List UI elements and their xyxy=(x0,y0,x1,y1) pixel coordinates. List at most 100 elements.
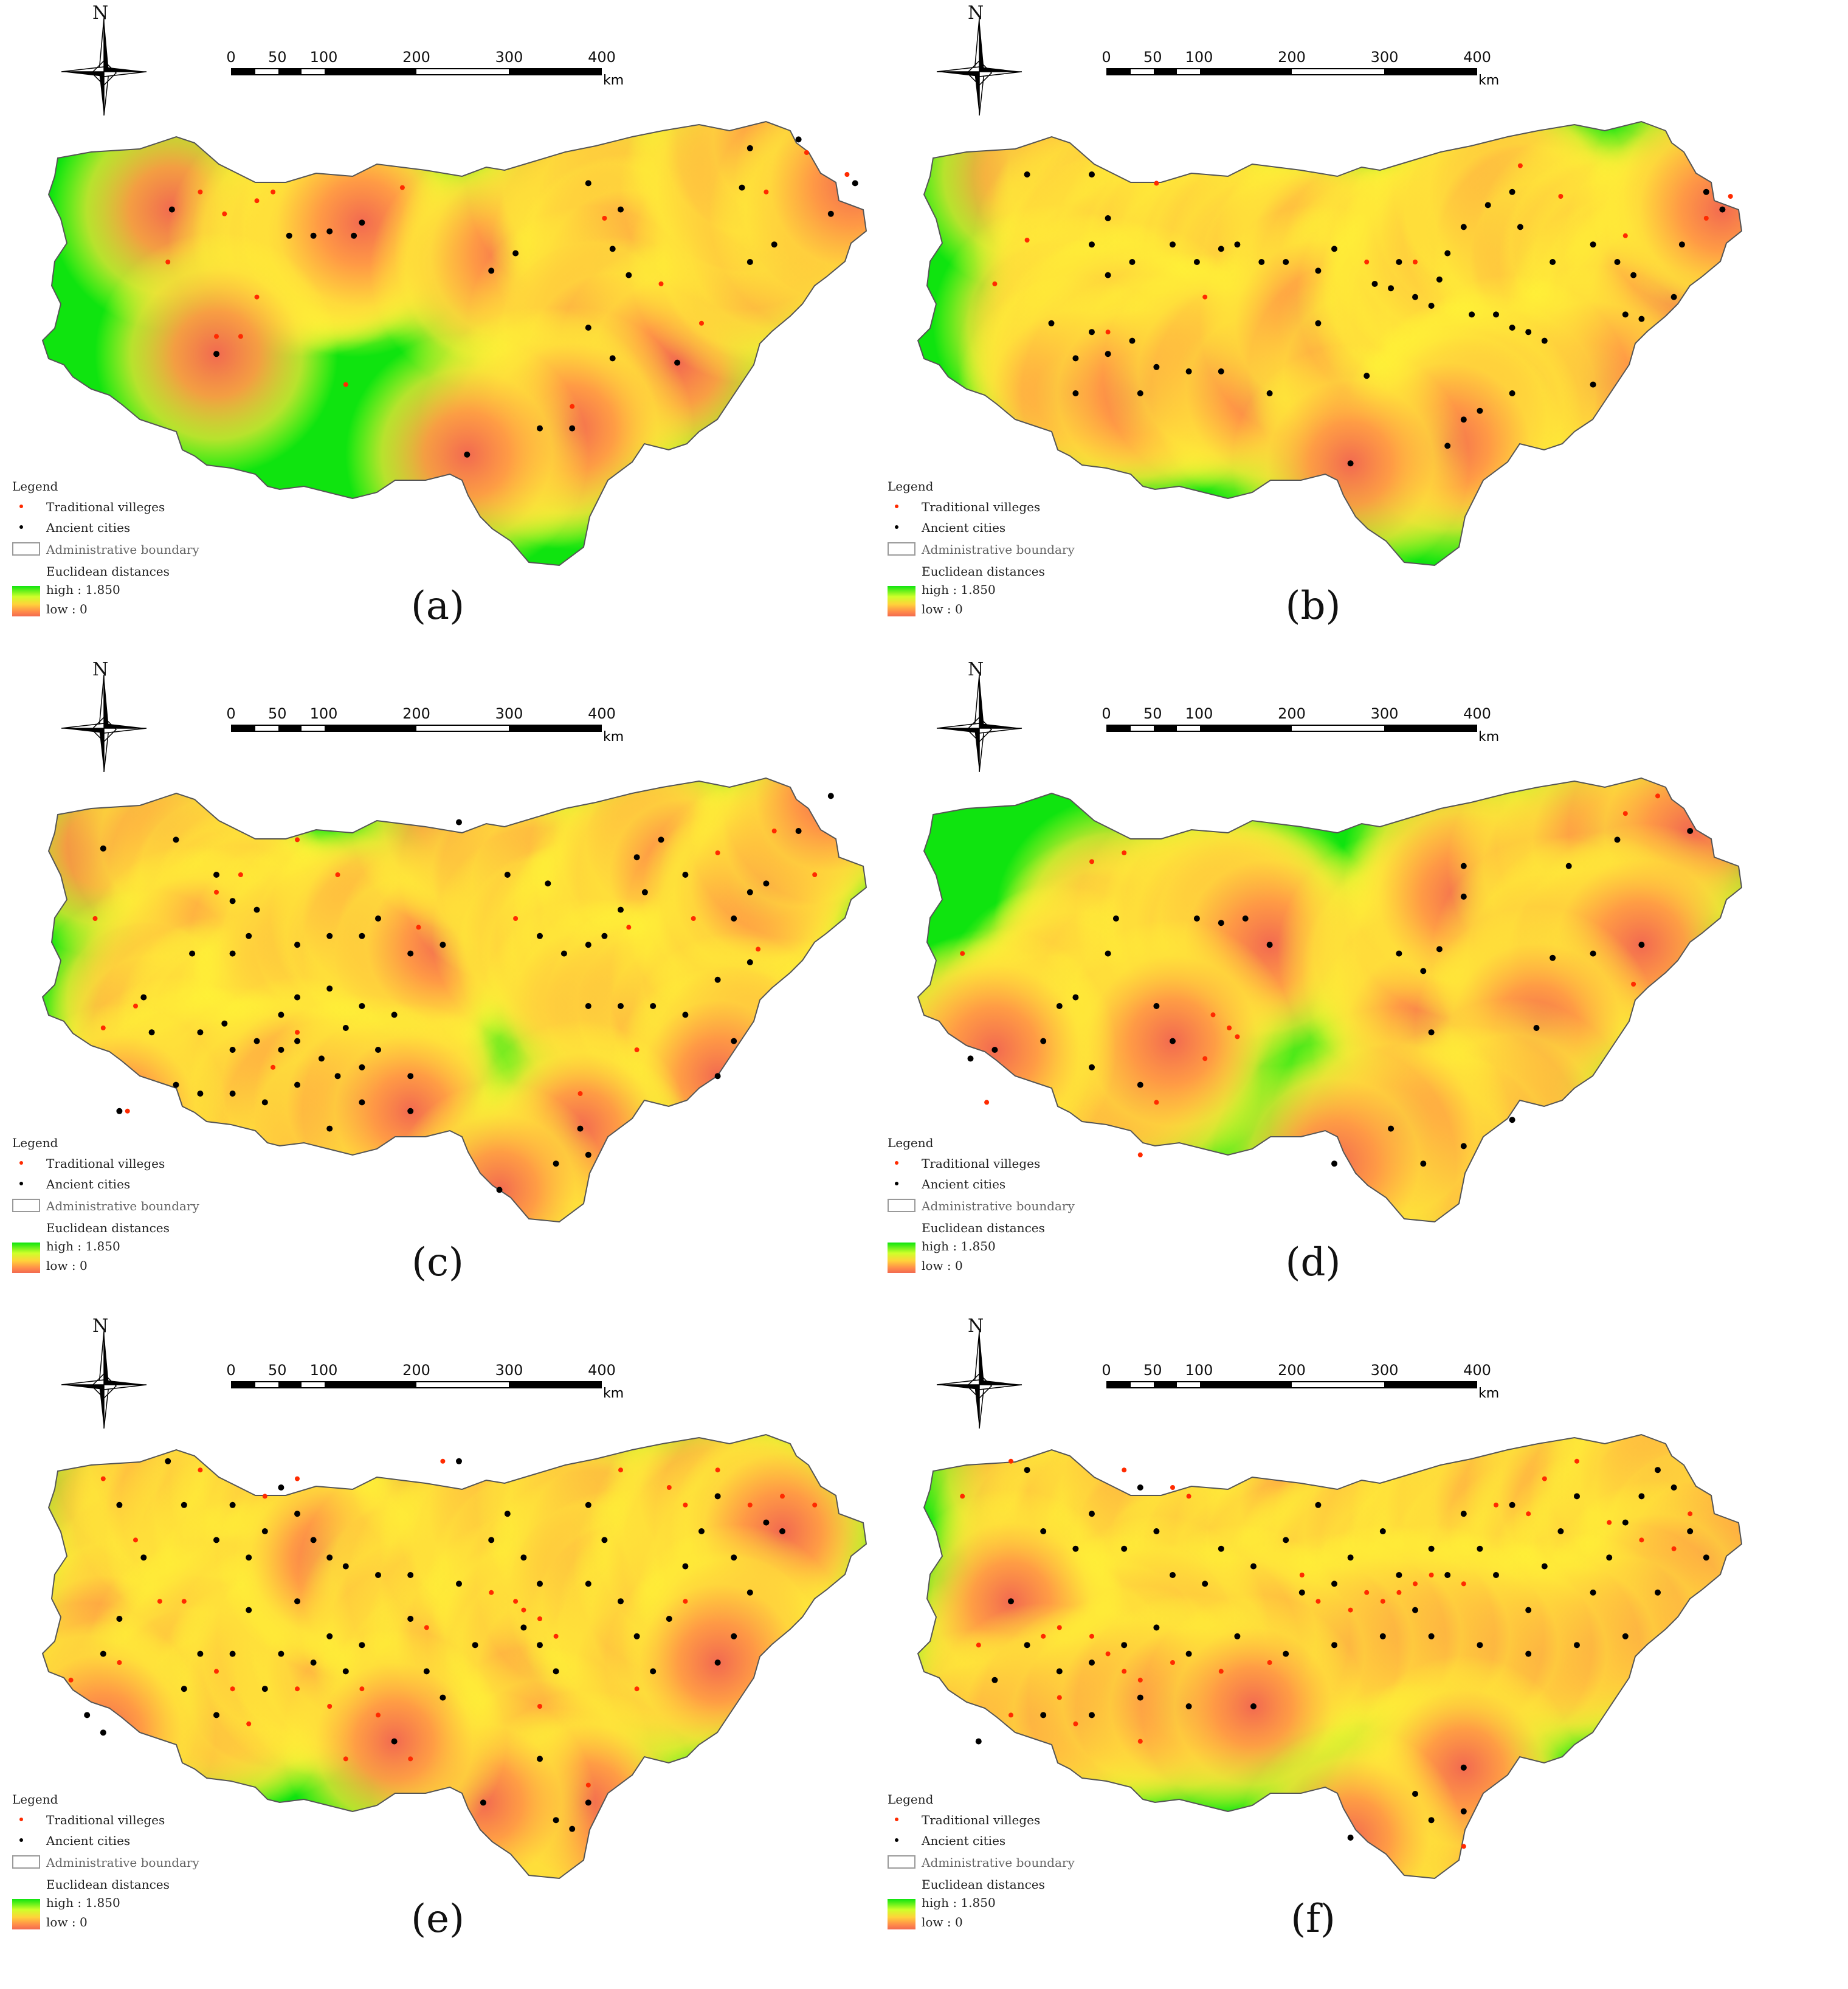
ancient-city-point xyxy=(795,828,802,834)
ancient-city-point xyxy=(771,241,777,248)
ancient-city-point xyxy=(1444,443,1451,449)
legend-row-boundary: Administrative boundary xyxy=(888,1854,1143,1872)
traditional-village-point xyxy=(976,1643,981,1648)
ancient-city-point xyxy=(1396,950,1402,957)
ancient-city-point xyxy=(351,232,357,239)
ancient-city-point xyxy=(1557,1528,1564,1534)
ancient-city-point xyxy=(1622,311,1629,318)
ancient-city-point xyxy=(294,1598,300,1605)
legend-low-label: low : 0 xyxy=(46,1258,88,1273)
village-dot-icon xyxy=(19,1161,23,1165)
ancient-city-point xyxy=(1509,1501,1515,1508)
traditional-village-point xyxy=(1348,1607,1353,1613)
ancient-city-point xyxy=(1121,1545,1128,1552)
traditional-village-point xyxy=(1218,1669,1224,1674)
ancient-city-point xyxy=(1614,259,1621,265)
traditional-village-point xyxy=(1202,294,1208,300)
ancient-city-point xyxy=(1388,285,1395,292)
legend-villages-label: Traditional villeges xyxy=(46,1156,165,1171)
ancient-city-point xyxy=(488,1537,495,1543)
north-label: N xyxy=(92,1315,109,1337)
ancient-city-point xyxy=(100,845,106,852)
ancient-city-point xyxy=(553,1817,559,1824)
scale-tick-label: 200 xyxy=(402,705,430,722)
traditional-village-point xyxy=(295,1030,300,1035)
traditional-village-point xyxy=(295,1686,300,1692)
ancient-city-point xyxy=(359,1099,365,1106)
ancient-city-point xyxy=(496,1187,503,1193)
scale-tick-label: 100 xyxy=(1185,1362,1213,1379)
ancient-city-point xyxy=(116,1108,123,1114)
traditional-village-point xyxy=(1057,1625,1062,1630)
traditional-village-point xyxy=(513,916,519,921)
ancient-city-point xyxy=(1493,1572,1499,1578)
panel-label: (b) xyxy=(1285,584,1341,629)
ancient-city-point xyxy=(1089,1064,1095,1070)
ancient-city-point xyxy=(359,932,365,939)
ancient-city-point xyxy=(618,1003,624,1009)
traditional-village-point xyxy=(1122,1669,1127,1674)
ancient-city-point xyxy=(827,793,834,799)
ancient-city-point xyxy=(1420,968,1427,974)
ancient-city-point xyxy=(480,1799,486,1806)
scale-segment xyxy=(416,726,509,731)
ancient-city-point xyxy=(641,889,648,895)
ancient-city-point xyxy=(1550,954,1556,961)
map-panel: N 0 50 100 200 300 400 km Legend Traditional vill… xyxy=(0,0,875,657)
legend-row-cities: Ancient cities xyxy=(888,519,1143,537)
ancient-city-point xyxy=(1218,1545,1224,1552)
city-dot-icon xyxy=(895,1182,898,1185)
ancient-city-point xyxy=(1428,1817,1435,1824)
ancient-city-point xyxy=(1331,1581,1337,1587)
traditional-village-point xyxy=(1267,1660,1272,1665)
ancient-city-point xyxy=(601,932,608,939)
traditional-village-point xyxy=(343,382,348,387)
ancient-city-point xyxy=(456,1458,462,1464)
administrative-boundary xyxy=(41,1433,867,1880)
scale-segment xyxy=(255,1382,278,1387)
ancient-city-point xyxy=(1388,1125,1395,1132)
traditional-village-point xyxy=(1008,1458,1013,1464)
ancient-city-point xyxy=(714,1073,721,1080)
legend-row-boundary: Administrative boundary xyxy=(12,541,267,559)
ancient-city-point xyxy=(1622,1519,1629,1526)
traditional-village-point xyxy=(246,1721,252,1726)
ancient-city-point xyxy=(359,1642,365,1649)
ancient-city-point xyxy=(650,1668,657,1675)
traditional-village-point xyxy=(984,1100,990,1105)
traditional-village-point xyxy=(1517,163,1523,168)
legend-cities-label: Ancient cities xyxy=(46,1833,131,1848)
traditional-village-point xyxy=(1210,1012,1216,1018)
ancient-city-point xyxy=(181,1501,187,1508)
ancient-city-point xyxy=(1412,1791,1418,1797)
legend-row-villages: Traditional villeges xyxy=(888,1811,1143,1830)
ancient-city-point xyxy=(1347,1554,1354,1561)
traditional-village-point xyxy=(254,294,260,300)
traditional-village-point xyxy=(1073,1721,1078,1726)
ancient-city-point xyxy=(246,1607,252,1613)
traditional-village-point xyxy=(133,1537,138,1543)
ancient-city-point xyxy=(246,1554,252,1561)
ancient-city-point xyxy=(213,1537,219,1543)
ancient-city-point xyxy=(1347,460,1354,467)
traditional-village-point xyxy=(1526,1511,1531,1517)
scale-tick-label: 400 xyxy=(1463,1362,1491,1379)
traditional-village-point xyxy=(570,404,575,409)
traditional-village-point xyxy=(335,872,340,877)
traditional-village-point xyxy=(1137,1152,1143,1157)
ancient-city-point xyxy=(229,1501,236,1508)
ancient-city-point xyxy=(1331,246,1337,252)
scale-tick-label: 0 xyxy=(226,705,236,722)
ancient-city-point xyxy=(1218,920,1224,926)
ancient-city-point xyxy=(537,1581,543,1587)
ancient-city-point xyxy=(618,206,624,213)
ancient-city-point xyxy=(1371,281,1378,287)
ancient-city-point xyxy=(585,1151,591,1158)
legend-boundary-label: Administrative boundary xyxy=(46,1855,199,1870)
legend-title: Legend xyxy=(888,1792,934,1807)
traditional-village-point xyxy=(1154,181,1159,186)
traditional-village-point xyxy=(68,1677,74,1683)
scale-unit: km xyxy=(603,1386,624,1401)
traditional-village-point xyxy=(359,1686,365,1692)
traditional-village-point xyxy=(1607,1520,1612,1525)
